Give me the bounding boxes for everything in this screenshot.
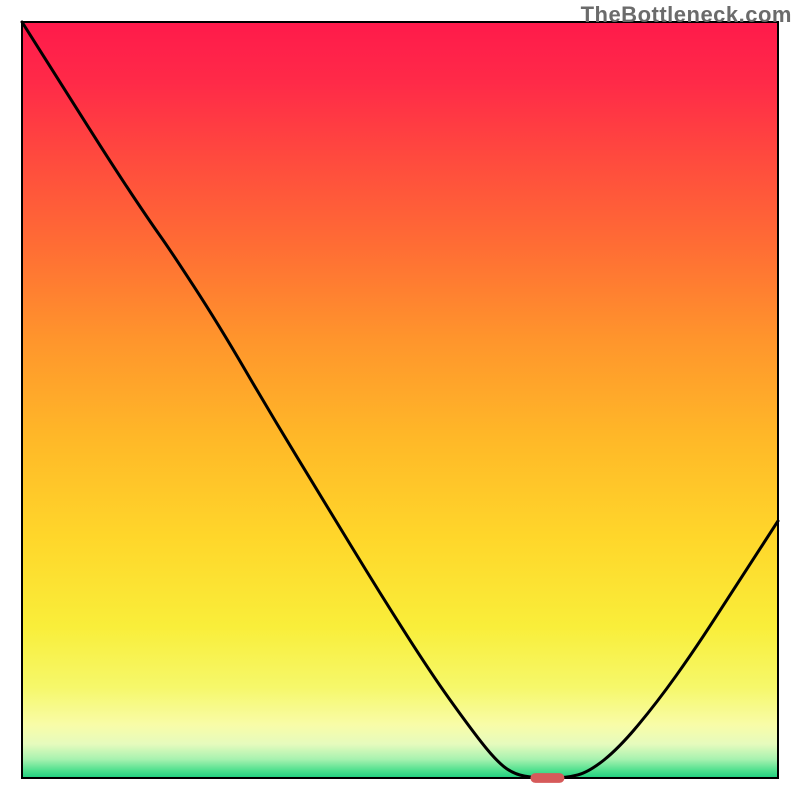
chart-svg xyxy=(0,0,800,800)
watermark-text: TheBottleneck.com xyxy=(581,2,792,28)
optimal-marker xyxy=(530,773,564,783)
bottleneck-chart: TheBottleneck.com xyxy=(0,0,800,800)
